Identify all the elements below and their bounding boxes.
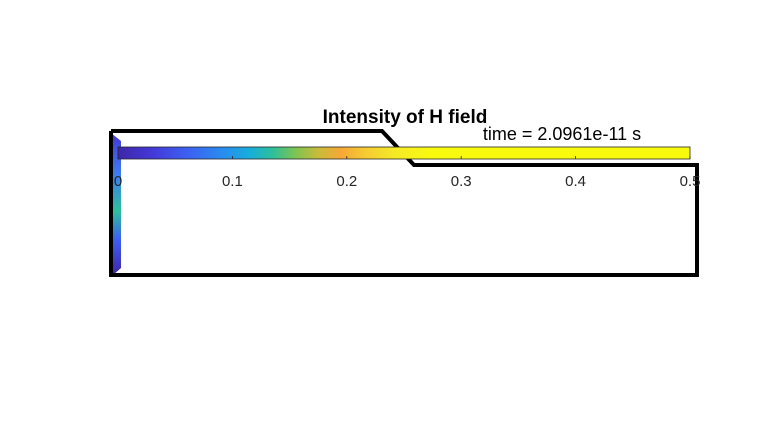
colorbar-tick-label: 0.1	[222, 173, 243, 190]
colorbar-tick-label: 0.4	[565, 173, 586, 190]
colorbar-labels: 0 0.1 0.2 0.3 0.4 0.5	[114, 173, 701, 190]
colorbar-tick-label: 0.3	[451, 173, 472, 190]
colorbar-tick-label: 0.5	[680, 173, 701, 190]
field-strip	[111, 133, 121, 275]
colorbar-ticks	[117, 156, 691, 159]
geometry-outline	[109, 129, 699, 277]
colorbar-fill	[117, 146, 691, 160]
colorbar-tick-label: 0.2	[336, 173, 357, 190]
chart-title: Intensity of H field	[323, 107, 488, 128]
colorbar: 0 0.1 0.2 0.3 0.4 0.5	[114, 146, 701, 190]
colorbar-tick-label: 0	[114, 173, 122, 190]
time-annotation: time = 2.0961e-11 s	[483, 124, 641, 144]
